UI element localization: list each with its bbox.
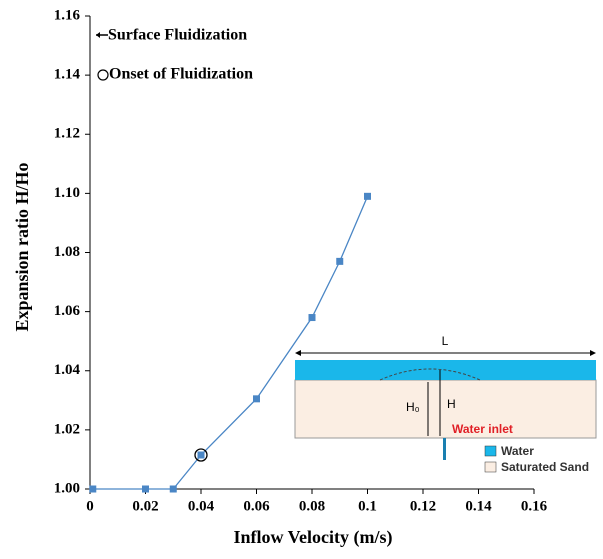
y-tick-label: 1.12 (54, 126, 80, 142)
data-point (253, 395, 260, 403)
y-tick-label: 1.10 (54, 185, 80, 201)
x-tick-label: 0.04 (188, 498, 215, 514)
data-point (364, 192, 371, 200)
y-tick-label: 1.16 (54, 7, 81, 23)
legend-label: Onset of Fluidization (109, 66, 253, 83)
data-point (197, 451, 205, 459)
y-tick-label: 1.04 (54, 362, 81, 378)
y-tick-label: 1.00 (54, 480, 80, 496)
inlet-pipe (443, 438, 446, 460)
length-label: L (442, 334, 449, 348)
legend-swatch (484, 445, 497, 457)
inset-diagram: L H₀ H Water inlet Water Saturated Sand (294, 334, 597, 474)
data-point (336, 257, 344, 265)
legend-arrow-head (96, 32, 100, 38)
inlet-label: Water inlet (452, 422, 513, 436)
legend-label: Water (501, 444, 534, 458)
y-tick-label: 1.08 (54, 244, 80, 260)
x-tick-label: 0.06 (243, 498, 270, 514)
y-tick-label: 1.06 (54, 303, 81, 319)
x-tick-label: 0 (86, 498, 94, 514)
series-line (92, 196, 369, 490)
legend-label: Saturated Sand (501, 460, 589, 474)
legend-circle (97, 69, 109, 81)
y-tick-label: 1.14 (54, 67, 81, 83)
x-tick-label: 0.12 (410, 498, 436, 514)
h-label: H (447, 397, 456, 411)
x-tick-label: 0.08 (299, 498, 325, 514)
x-tick-label: 0.1 (358, 498, 377, 514)
x-tick-label: 0.02 (132, 498, 158, 514)
x-tick-label: 0.14 (465, 498, 492, 514)
legend-swatch (484, 461, 497, 473)
h0-label: H₀ (406, 400, 420, 414)
x-tick-label: 0.16 (521, 498, 548, 514)
y-tick-label: 1.02 (54, 421, 80, 437)
legend: Surface Fluidization Onset of Fluidizati… (96, 27, 253, 83)
sand-layer (294, 379, 597, 439)
x-axis-label: Inflow Velocity (m/s) (234, 527, 393, 548)
legend-label: Surface Fluidization (108, 27, 247, 44)
y-axis-label: Expansion ratio H/Ho (12, 162, 32, 331)
data-point (142, 485, 149, 493)
data-point (308, 314, 316, 322)
data-point (89, 485, 97, 493)
onset-marker (194, 448, 208, 462)
surface-curve (379, 368, 481, 381)
data-point (169, 485, 177, 493)
